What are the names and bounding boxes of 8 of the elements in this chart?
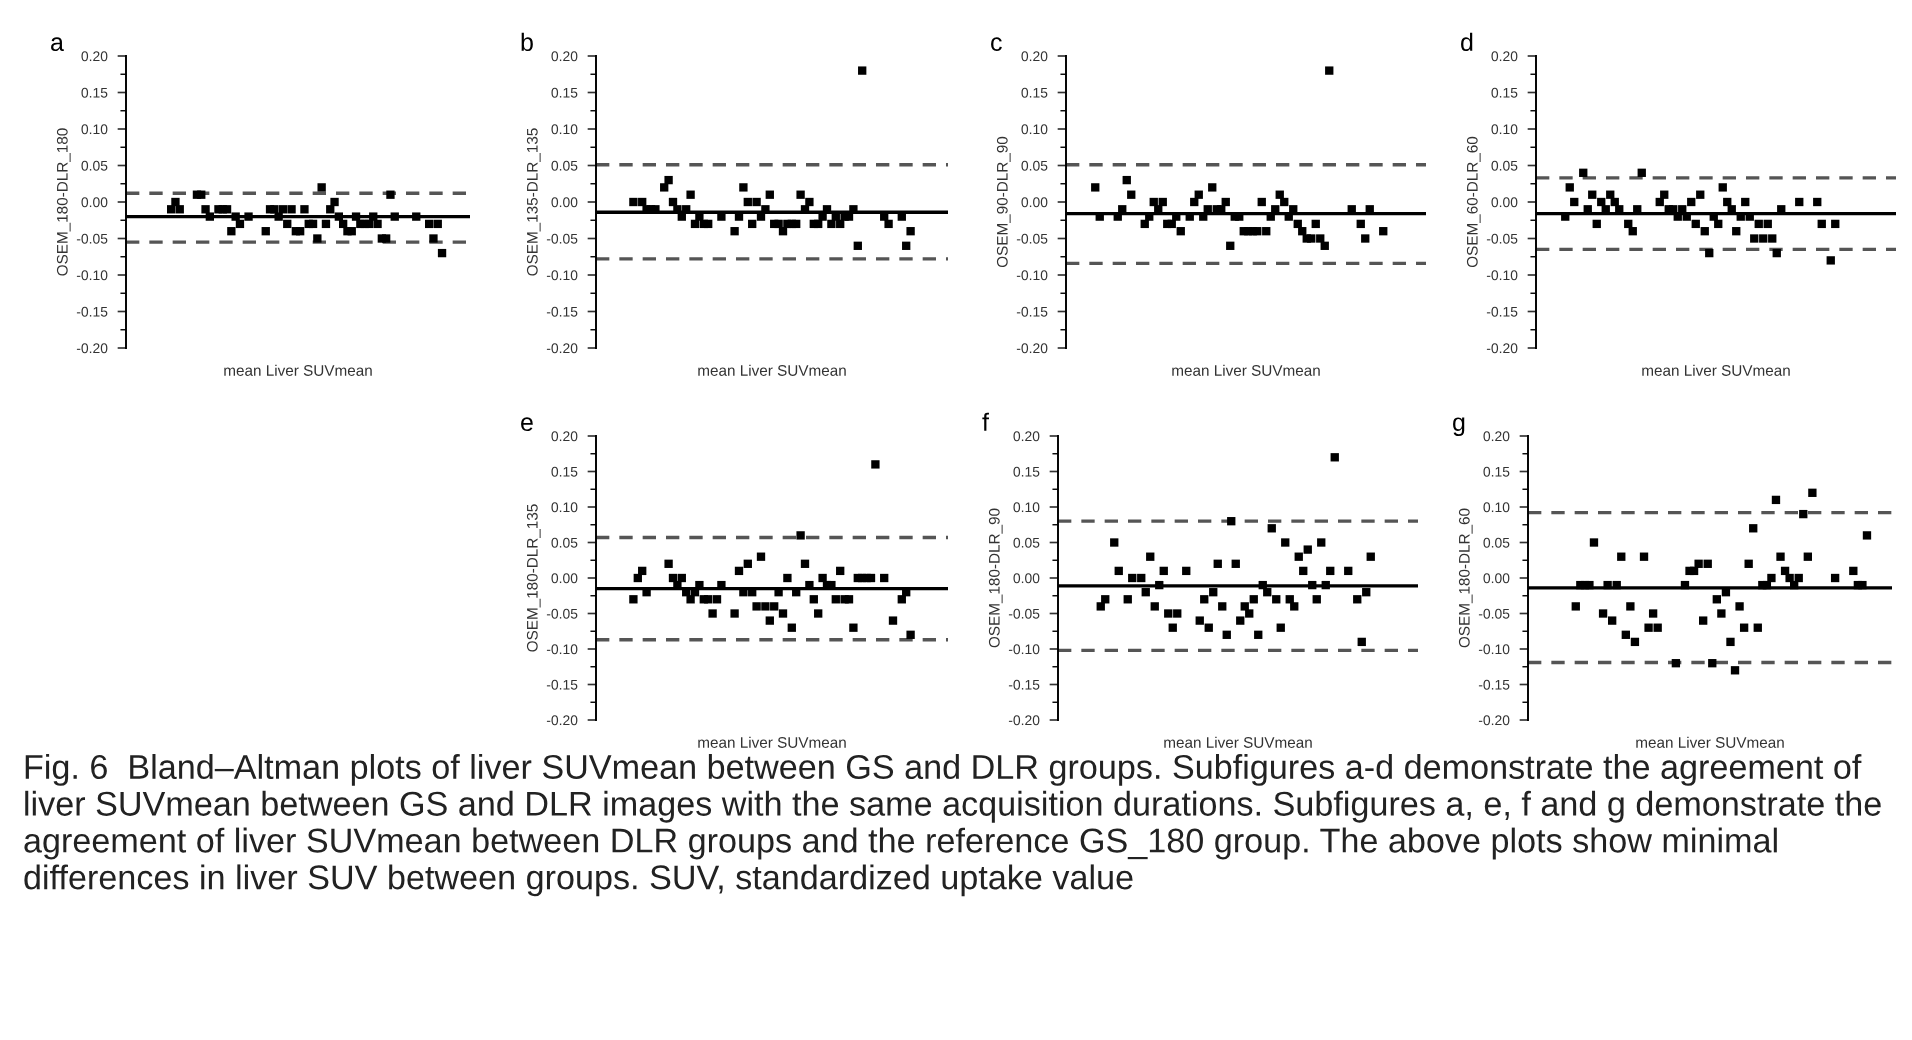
chart-title: e bbox=[521, 417, 533, 432]
chart-title: d bbox=[1461, 32, 1473, 52]
chart-title: f bbox=[982, 412, 989, 431]
caption: Fig. 6 Bland–Altman plots of liver SUVmean between GS and DLR groups. Subfigures a-d demonstrate the agreement of liver SUVmean between GS and DLR images with the same acquisition durations. Subfigures a, e, f and g demonstrate the agreement of liver SUVmean between DLR groups and the reference GS_180 group. The above plots show minimal differences in liver SUV between groups. SUV, standardized uptake value bbox=[24, 754, 1881, 897]
chart-title: g bbox=[1453, 417, 1465, 436]
chart-title: b bbox=[521, 32, 533, 52]
chart-title: c bbox=[991, 37, 1002, 52]
chart-title: a bbox=[51, 37, 64, 52]
